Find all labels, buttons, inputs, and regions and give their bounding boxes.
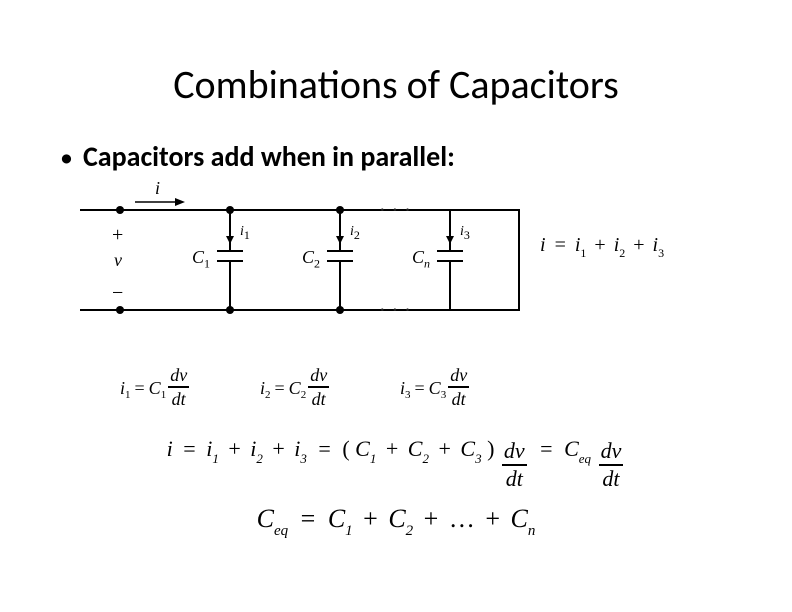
eq-i2: i2 = C2 dvdt bbox=[260, 368, 331, 410]
v-plus: + bbox=[112, 224, 123, 247]
dots-top: · · · bbox=[380, 198, 412, 220]
cn-stem-bot bbox=[449, 262, 451, 310]
eq-i1: i1 = C1 dvdt bbox=[120, 368, 191, 410]
per-cap-eq-row: i1 = C1 dvdt i2 = C2 dvdt i3 = C3 dvdt bbox=[90, 368, 732, 424]
c2-i-label: i2 bbox=[350, 224, 360, 243]
cn-plate-top bbox=[437, 250, 463, 252]
c1-current-arrow bbox=[224, 216, 236, 244]
v-minus: − bbox=[112, 282, 123, 305]
c2-current-arrow bbox=[334, 216, 346, 244]
terminal-top bbox=[80, 209, 100, 211]
c1-plate-top bbox=[217, 250, 243, 252]
wire-right bbox=[518, 209, 520, 311]
cn-i-label: i3 bbox=[460, 224, 470, 243]
node-top-left bbox=[116, 206, 124, 214]
page-title: Combinations of Capacitors bbox=[60, 60, 732, 109]
dots-bottom: · · · bbox=[380, 298, 412, 320]
wire-top bbox=[100, 209, 520, 211]
c1-label: C1 bbox=[192, 247, 210, 272]
bullet-text: Capacitors add when in parallel: bbox=[83, 139, 455, 174]
c1-i-label: i1 bbox=[240, 224, 250, 243]
eq-i3: i3 = C3 dvdt bbox=[400, 368, 471, 410]
circuit-diagram: i + v − C1 i1 C2 i2 · · · · · · bbox=[80, 194, 720, 354]
bullet-row: • Capacitors add when in parallel: bbox=[60, 139, 732, 174]
c2-label: C2 bbox=[302, 247, 320, 272]
wire-bottom bbox=[100, 309, 520, 311]
cn-label: Cn bbox=[412, 247, 430, 272]
v-label: v bbox=[114, 250, 122, 271]
eq-ceq: Ceq = C1 + C2 + … + Cn bbox=[60, 504, 732, 534]
cn-current-arrow bbox=[444, 216, 456, 244]
c2-stem-bot bbox=[339, 262, 341, 310]
terminal-bottom bbox=[80, 309, 100, 311]
i-main-label: i bbox=[155, 178, 160, 199]
eq-kcl: i = i1 + i2 + i3 bbox=[540, 234, 664, 257]
node-bot-left bbox=[116, 306, 124, 314]
c2-plate-top bbox=[327, 250, 353, 252]
c1-stem-bot bbox=[229, 262, 231, 310]
bullet-marker: • bbox=[60, 141, 73, 173]
eq-main: i = i1 + i2 + i3 = ( C1 + C2 + C3 ) dvdt… bbox=[60, 436, 732, 488]
